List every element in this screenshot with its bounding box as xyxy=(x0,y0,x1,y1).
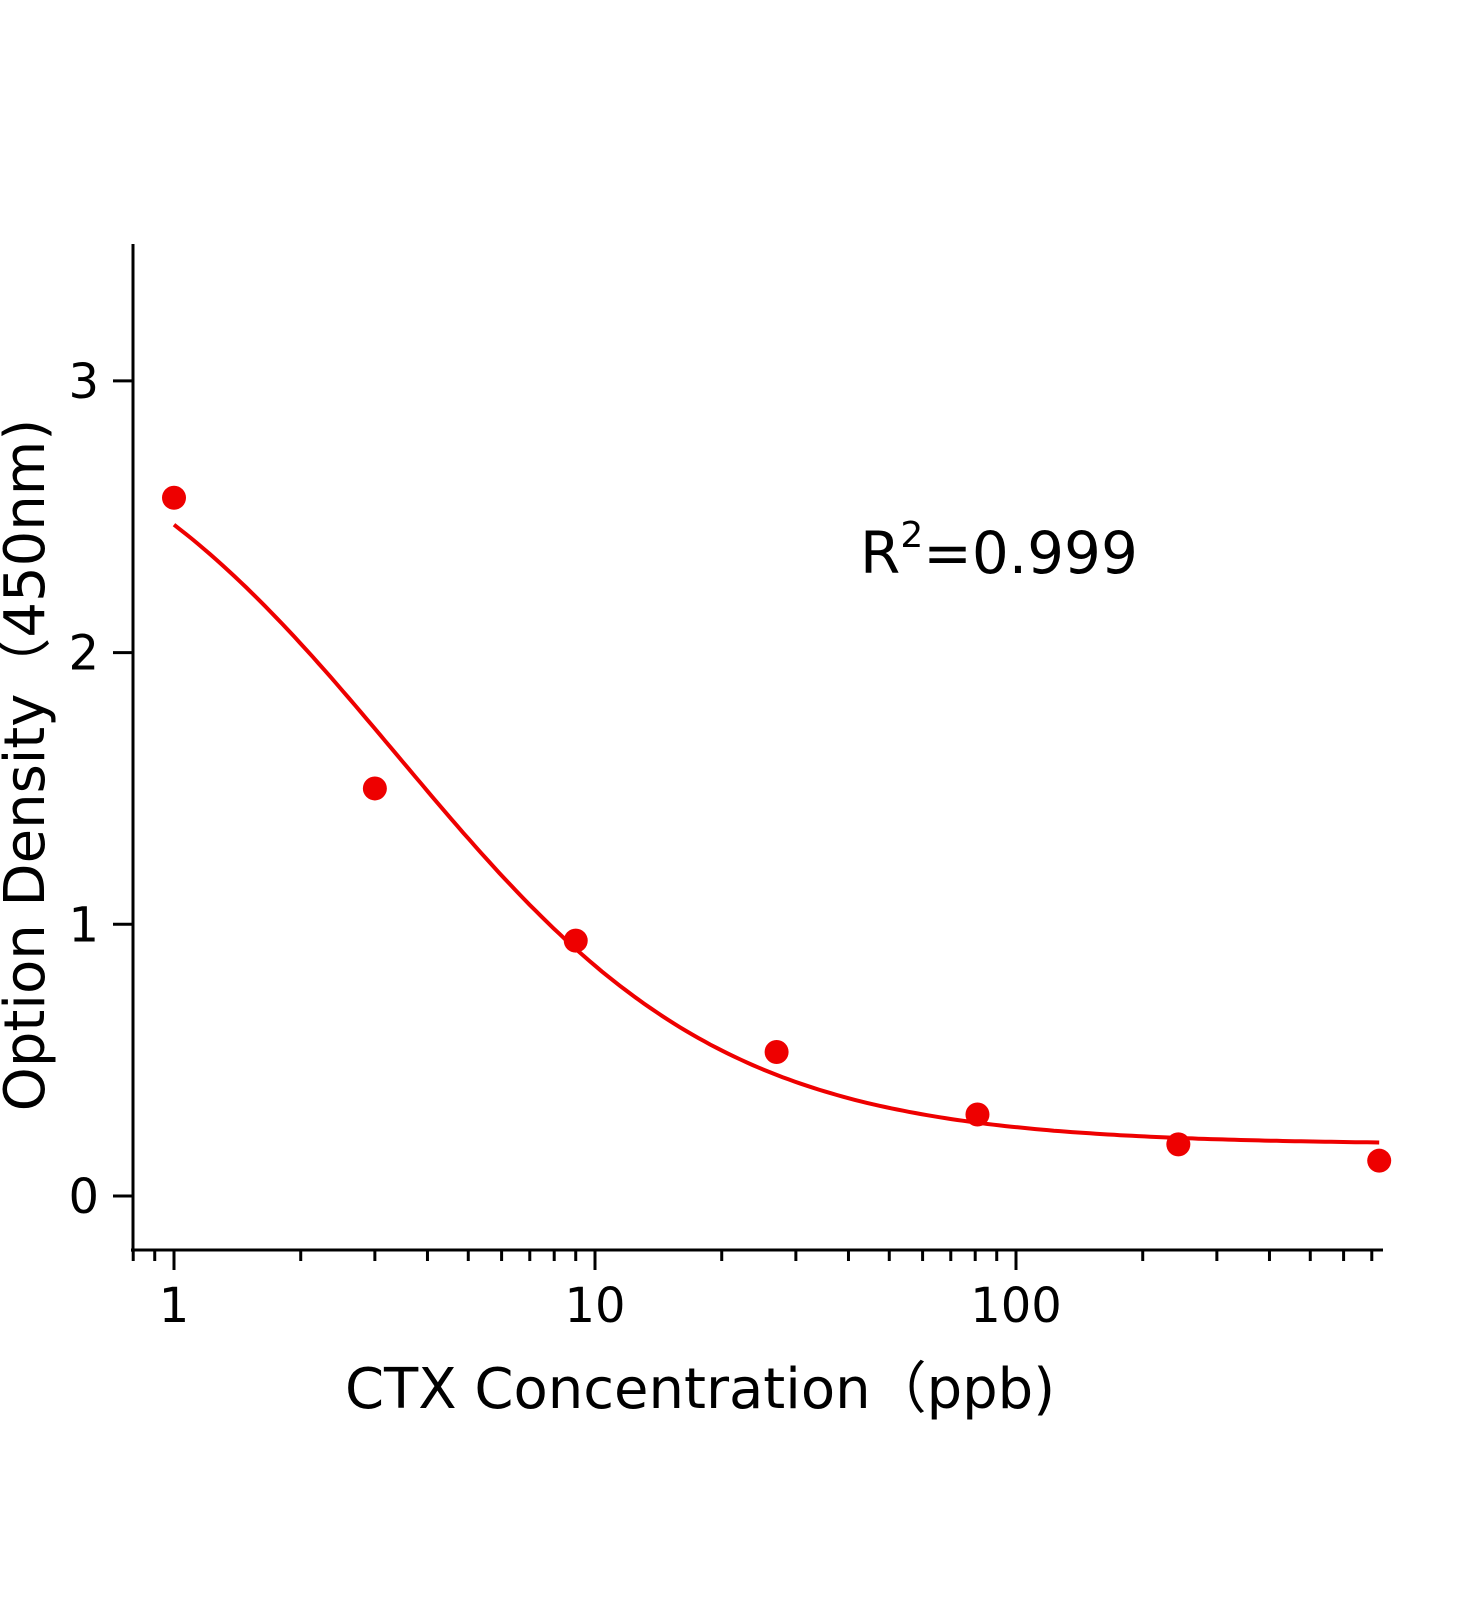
y-tick-label: 2 xyxy=(68,626,99,682)
x-axis-title: CTX Concentration（ppb) xyxy=(345,1357,1055,1422)
axes xyxy=(131,244,1383,1252)
y-tick-label: 3 xyxy=(68,354,99,410)
data-point xyxy=(965,1102,990,1127)
x-tick-label: 1 xyxy=(159,1278,190,1334)
y-axis-title: Option Density（450nm) xyxy=(0,419,58,1111)
data-point xyxy=(563,928,588,953)
data-point xyxy=(362,776,387,801)
data-points xyxy=(162,485,1392,1173)
data-point xyxy=(1367,1148,1392,1173)
annotation-base: R xyxy=(860,519,900,587)
annotation-r-squared: R2=0.999 xyxy=(860,515,1138,587)
y-tick-label: 1 xyxy=(68,897,99,953)
ticks: 1 10 100 0 1 2 3 xyxy=(68,354,1374,1334)
x-tick-label: 10 xyxy=(564,1278,625,1334)
data-point xyxy=(162,485,186,510)
annotation-value: =0.999 xyxy=(923,519,1138,587)
annotation-superscript: 2 xyxy=(900,515,923,556)
x-tick-label: 100 xyxy=(970,1278,1062,1334)
data-point xyxy=(1166,1132,1191,1157)
y-tick-label: 0 xyxy=(68,1169,99,1225)
data-point xyxy=(764,1039,789,1064)
